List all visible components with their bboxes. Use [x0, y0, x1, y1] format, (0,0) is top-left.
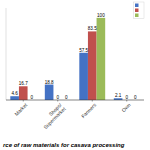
bar — [10, 96, 19, 100]
legend-swatch — [135, 4, 139, 8]
data-label: 16.7 — [19, 81, 28, 86]
x-tick-label-group: Own — [120, 102, 132, 114]
chart-container: 4.618.857.52.116.7083.50001000MarketShop… — [0, 0, 150, 150]
x-tick — [57, 100, 58, 102]
data-label: 0 — [65, 95, 68, 100]
data-labels: 4.6 18.8 57.5 2.1 16.7 0 83.5 0 0 0 100 0 — [11, 13, 137, 100]
data-label: 100 — [97, 13, 105, 18]
x-tick-label: Own — [120, 102, 132, 114]
legend-frame — [134, 2, 145, 19]
legend-swatch — [135, 14, 139, 18]
x-tick-label-group: Market — [13, 101, 28, 116]
data-label: 57.5 — [79, 48, 88, 53]
x-tick-label-line: Farmers — [80, 101, 98, 119]
data-label: 18.8 — [45, 80, 54, 85]
legend-swatch — [135, 9, 139, 13]
x-tick — [23, 100, 24, 102]
data-label: 83.5 — [88, 26, 97, 31]
legend — [134, 2, 145, 19]
x-tick — [126, 100, 127, 102]
data-label: 0 — [56, 95, 59, 100]
bar — [79, 53, 88, 100]
x-tick-label-group: Farmers — [80, 101, 98, 119]
bar — [88, 31, 97, 100]
x-tick-label: Market — [13, 101, 28, 116]
x-tick-label-line: Supermarket — [42, 105, 67, 130]
x-tick-label-line: Own — [120, 102, 132, 114]
bar — [97, 18, 106, 100]
x-axis-line — [6, 100, 144, 101]
bars — [10, 18, 122, 100]
x-tick-label-line: Market — [13, 101, 28, 116]
bar — [45, 85, 54, 100]
title: rce of raw materials for casava processi… — [3, 142, 125, 148]
x-tick-label: Farmers — [80, 101, 98, 119]
bar — [19, 86, 28, 100]
chart-svg: 4.618.857.52.116.7083.50001000MarketShop… — [0, 0, 150, 150]
x-tick-label: Shops/Supermarket — [38, 101, 67, 130]
data-label: 4.6 — [11, 91, 18, 96]
y-axis-line — [6, 8, 7, 100]
data-label: 2.1 — [115, 93, 122, 98]
data-label: 0 — [31, 95, 34, 100]
x-tick-labels: Market Shops/Supermarket Farmers Own — [13, 101, 132, 130]
x-tick-label-group: Shops/Supermarket — [38, 101, 67, 130]
data-label: 0 — [125, 95, 128, 100]
x-tick — [92, 100, 93, 102]
data-label: 0 — [134, 95, 137, 100]
